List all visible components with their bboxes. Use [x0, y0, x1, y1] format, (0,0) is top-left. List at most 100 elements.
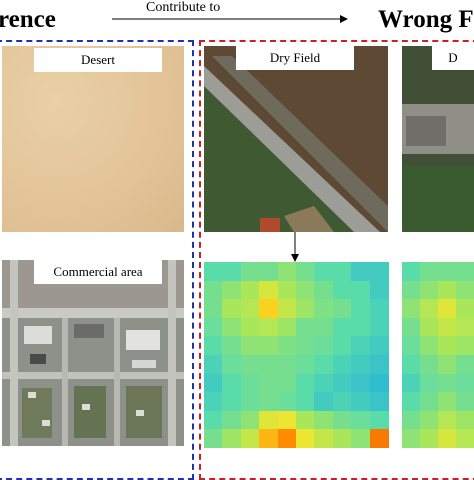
heatmap-cell — [240, 355, 260, 374]
commercial-area-label: Commercial area — [34, 260, 162, 284]
heatmap-cell — [204, 262, 223, 281]
heatmap-cell — [420, 317, 438, 337]
heatmap-cell — [402, 373, 420, 393]
heatmap-cell — [259, 410, 279, 430]
heatmap-cell — [222, 317, 242, 337]
heatmap-cell — [259, 299, 279, 319]
heatmap-cell — [277, 392, 297, 412]
heatmap-cell — [438, 373, 456, 393]
heatmap-cell — [351, 373, 371, 393]
heatmap-cell — [369, 280, 389, 300]
heatmap-cell — [296, 355, 315, 374]
heatmap-cell — [204, 317, 223, 337]
heatmap-cell — [240, 429, 260, 449]
heatmap-cell — [204, 336, 223, 356]
heatmap-cell — [240, 373, 260, 393]
heatmap-cell — [420, 373, 438, 393]
heatmap-cell — [369, 429, 389, 449]
heatmap-cell — [259, 280, 279, 300]
partial-heatmap — [402, 262, 474, 449]
heatmap-cell — [456, 410, 474, 430]
heatmap-cell — [402, 317, 420, 337]
heatmap-cell — [402, 262, 420, 281]
wrong-heading: Wrong F — [378, 6, 474, 33]
down-arrow — [291, 232, 299, 262]
heatmap-cell — [332, 336, 352, 356]
heatmap-cell — [332, 392, 352, 412]
heatmap-cell — [332, 410, 352, 430]
heatmap-cell — [204, 280, 223, 300]
heatmap-cell — [277, 429, 297, 449]
heatmap-cell — [240, 262, 260, 281]
heatmap-cell — [369, 410, 389, 430]
heatmap-cell — [438, 429, 456, 449]
heatmap-cell — [332, 299, 352, 319]
heatmap-cell — [332, 262, 352, 281]
heatmap-cell — [402, 280, 420, 300]
heatmap-cell — [420, 336, 438, 356]
heatmap-cell — [402, 299, 420, 319]
heatmap-cell — [222, 262, 242, 281]
heatmap-cell — [259, 262, 279, 281]
heatmap-cell — [240, 317, 260, 337]
heatmap-cell — [369, 373, 389, 393]
heatmap-cell — [204, 355, 223, 374]
heatmap-cell — [277, 317, 297, 337]
heatmap-cell — [222, 299, 242, 319]
desert-label: Desert — [34, 48, 162, 72]
dry-field-map — [204, 46, 388, 232]
heatmap-cell — [332, 355, 352, 374]
heatmap-cell — [402, 429, 420, 449]
heatmap-cell — [369, 317, 389, 337]
heatmap-cell — [314, 336, 334, 356]
contribute-arrow — [112, 15, 348, 23]
heatmap-cell — [259, 336, 279, 356]
heatmap-cell — [402, 392, 420, 412]
heatmap-cell — [456, 355, 474, 374]
heatmap-cell — [296, 336, 315, 356]
heatmap-cell — [314, 262, 334, 281]
heatmap-cell — [240, 392, 260, 412]
heatmap-cell — [240, 410, 260, 430]
arrow-label: Contribute to — [146, 0, 221, 15]
heatmap-cell — [420, 429, 438, 449]
heatmap-cell — [351, 299, 371, 319]
heatmap-cell — [456, 299, 474, 319]
reference-heading: rence — [0, 6, 56, 33]
heatmap-cell — [259, 429, 279, 449]
heatmap-cell — [456, 317, 474, 337]
heatmap-cell — [456, 429, 474, 449]
commercial-area-map — [2, 260, 184, 446]
heatmap-cell — [222, 280, 242, 300]
heatmap-cell — [420, 392, 438, 412]
heatmap-cell — [314, 280, 334, 300]
heatmap-cell — [402, 410, 420, 430]
heatmap-cell — [332, 429, 352, 449]
heatmap-cell — [222, 355, 242, 374]
heatmap-cell — [351, 317, 371, 337]
desert-tile: Desert — [2, 46, 184, 232]
heatmap-cell — [259, 373, 279, 393]
heatmap-cell — [314, 355, 334, 374]
heatmap-cell — [456, 373, 474, 393]
heatmap-cell — [351, 392, 371, 412]
heatmap-cell — [332, 280, 352, 300]
heatmap-cell — [314, 410, 334, 430]
heatmap-cell — [314, 299, 334, 319]
heatmap-cell — [402, 355, 420, 374]
heatmap-cell — [420, 280, 438, 300]
heatmap-cell — [296, 373, 315, 393]
heatmap-cell — [351, 262, 371, 281]
heatmap-cell — [240, 280, 260, 300]
heatmap-cell — [277, 410, 297, 430]
partial-field-map — [402, 46, 474, 232]
dry-field-heatmap — [204, 262, 389, 449]
heatmap-cell — [222, 410, 242, 430]
heatmap-cell — [259, 317, 279, 337]
heatmap-cell — [314, 429, 334, 449]
heatmap-cell — [438, 280, 456, 300]
heatmap-cell — [204, 429, 223, 449]
heatmap-cell — [296, 262, 315, 281]
heatmap-cell — [420, 410, 438, 430]
heatmap-cell — [277, 280, 297, 300]
